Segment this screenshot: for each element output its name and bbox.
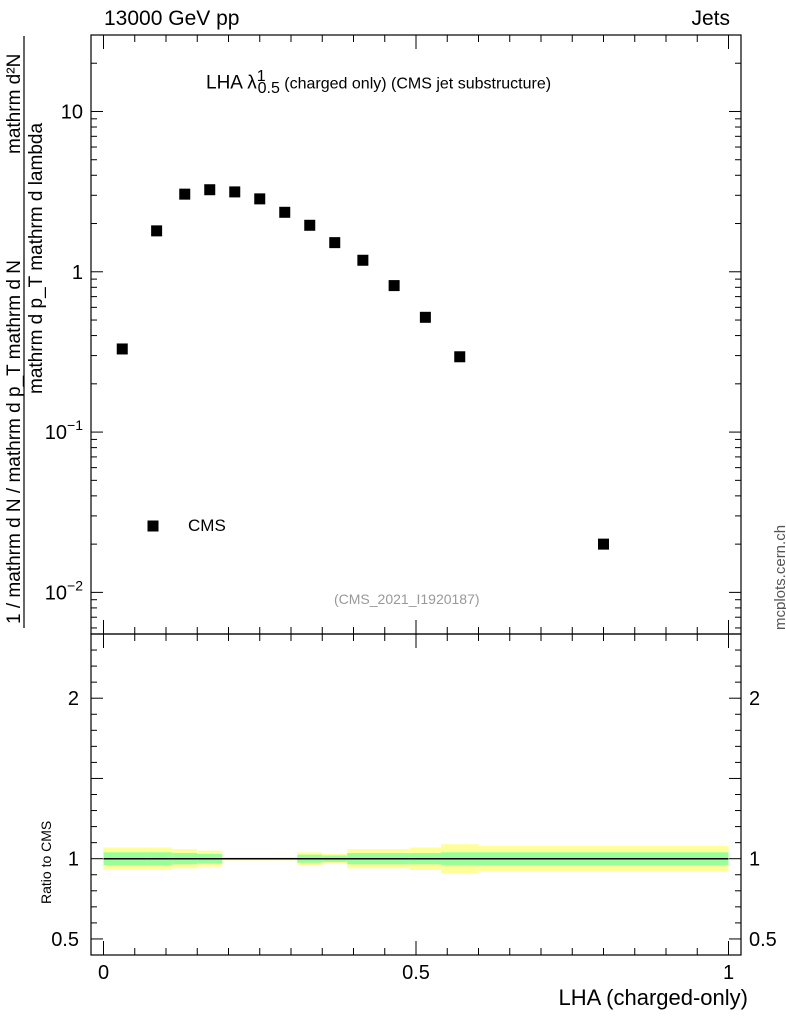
- data-point: [279, 206, 291, 218]
- ratio-y-axis-label: Ratio to CMS: [38, 820, 54, 904]
- main-y-axis-label: 1 / mathrm d N / mathrm d p_T mathrm d N…: [4, 54, 48, 624]
- y-tick-label: 1: [72, 262, 83, 284]
- data-point: [454, 351, 466, 363]
- data-point: [419, 311, 431, 323]
- title-main: LHA λ: [206, 72, 257, 94]
- ratio-y-tick-label: 0.5: [51, 929, 79, 951]
- y-tick-label: 10−2: [45, 577, 83, 604]
- data-point: [116, 343, 128, 355]
- y-label-numerator: mathrm d²N: [4, 53, 25, 154]
- x-tick-label: 0.5: [402, 962, 430, 984]
- ratio-y-tick-label-right: 1: [749, 849, 760, 871]
- ratio-y-tick-label: 1: [68, 849, 79, 871]
- data-point: [598, 538, 609, 550]
- data-point: [329, 237, 341, 249]
- analysis-id: (CMS_2021_I1920187): [334, 591, 480, 607]
- x-axis-label: LHA (charged-only): [558, 985, 748, 1010]
- data-point: [357, 254, 369, 266]
- plot-title: LHA λ10.5 (charged only) (CMS jet substr…: [206, 68, 551, 98]
- energy-label: 13000 GeV pp: [104, 7, 240, 30]
- title-sub: 0.5: [257, 80, 280, 98]
- data-point: [388, 280, 400, 292]
- x-tick-label: 0: [98, 962, 109, 984]
- data-point: [179, 188, 191, 200]
- main-plot-frame: [90, 34, 742, 635]
- y-tick-label: 10−1: [45, 417, 83, 444]
- legend-label-cms: CMS: [188, 516, 226, 535]
- y-tick-exponent: −1: [67, 417, 83, 433]
- data-point: [229, 186, 241, 198]
- data-point: [254, 193, 266, 205]
- ratio-y-tick-label: 2: [68, 688, 79, 710]
- title-sup: 1: [256, 68, 266, 85]
- ratio-y-tick-label-right: 0.5: [749, 929, 777, 951]
- y-tick-exponent: −2: [67, 577, 83, 593]
- y-label-prefix: 1 / mathrm d N / mathrm d p_T mathrm d N: [4, 260, 25, 624]
- title-rest: (charged only) (CMS jet substructure): [279, 75, 552, 93]
- x-tick-label: 1: [723, 962, 734, 984]
- data-point: [204, 184, 216, 196]
- data-point: [151, 225, 163, 237]
- legend-marker-cms: [147, 520, 159, 532]
- ratio-plot-frame: [90, 633, 742, 956]
- y-tick-label: 10: [61, 101, 83, 123]
- ratio-y-tick-label-right: 2: [749, 688, 760, 710]
- process-label: Jets: [691, 7, 730, 30]
- y-label-denominator: mathrm d p_T mathrm d lambda: [26, 122, 47, 394]
- source-watermark: mcplots.cern.ch [arXiv:1306.3436]: [772, 524, 786, 630]
- data-point: [304, 219, 316, 231]
